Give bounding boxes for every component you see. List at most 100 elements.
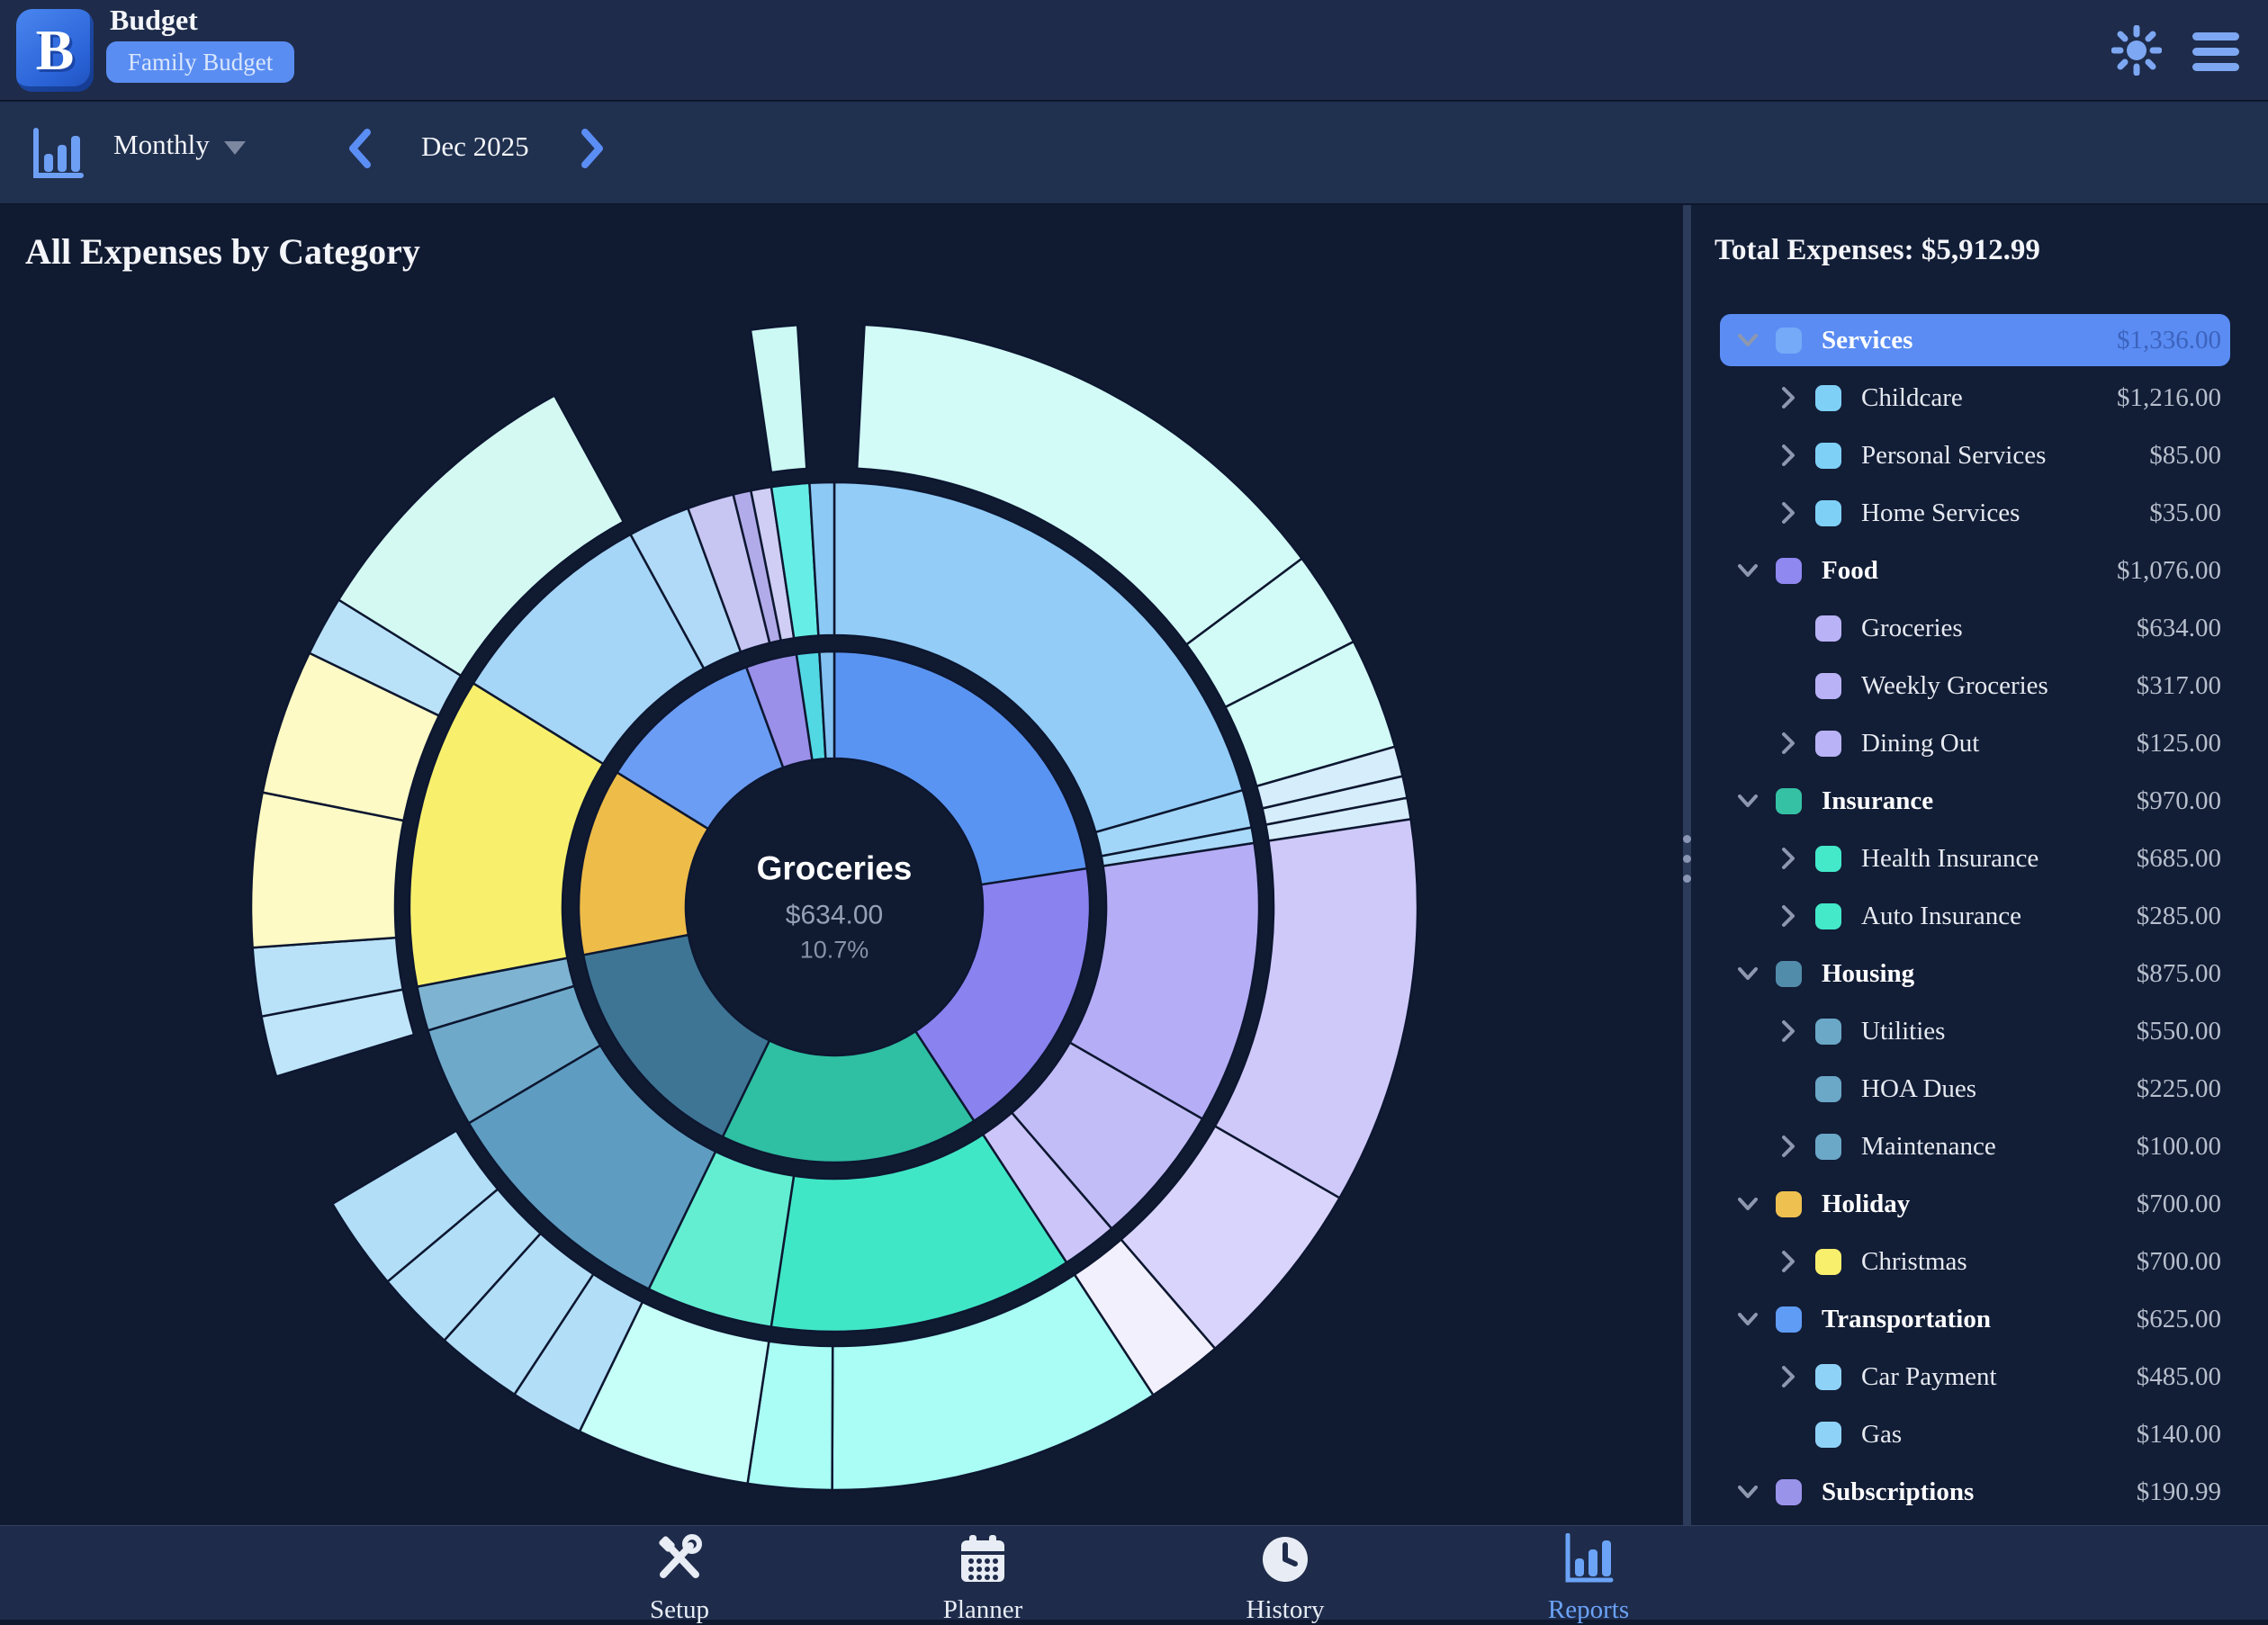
category-row[interactable]: Personal Services $85.00 <box>1691 426 2268 484</box>
category-value: $685.00 <box>2136 843 2221 873</box>
budget-name-badge[interactable]: Family Budget <box>106 41 295 83</box>
category-value: $140.00 <box>2136 1419 2221 1449</box>
category-row[interactable]: Services $1,336.00 <box>1691 311 2268 369</box>
color-swatch <box>1815 902 1841 929</box>
category-label: Gas <box>1861 1419 1903 1449</box>
chevron-down-icon[interactable] <box>1734 1190 1761 1217</box>
category-row[interactable]: Home Services $35.00 <box>1691 484 2268 542</box>
prev-period-button[interactable] <box>342 125 378 175</box>
chevron-down-icon[interactable] <box>1734 557 1761 584</box>
category-row[interactable]: Gas $140.00 <box>1691 1405 2268 1463</box>
category-label: Subscriptions <box>1822 1477 1975 1506</box>
chevron-right-icon[interactable] <box>1774 845 1801 872</box>
chevron-right-icon[interactable] <box>1774 902 1801 929</box>
color-swatch <box>1815 1018 1841 1045</box>
sunburst-segment[interactable] <box>749 323 808 474</box>
view-mode-dropdown[interactable]: Monthly <box>113 129 246 161</box>
chevron-down-icon[interactable] <box>1734 960 1761 987</box>
category-label: Home Services <box>1861 498 2020 527</box>
chevron-down-icon[interactable] <box>1734 1306 1761 1333</box>
category-row[interactable]: Food $1,076.00 <box>1691 542 2268 599</box>
category-value: $100.00 <box>2136 1131 2221 1161</box>
chevron-down-icon[interactable] <box>1734 1478 1761 1505</box>
total-expenses-label: Total Expenses: $5,912.99 <box>1714 234 2040 266</box>
nav-tab-setup[interactable]: Setup <box>544 1533 814 1625</box>
chevron-right-icon[interactable] <box>1774 499 1801 526</box>
category-value: $1,076.00 <box>2117 555 2221 585</box>
menu-button[interactable] <box>2192 25 2243 76</box>
app-header: B Budget Family Budget <box>0 0 2268 101</box>
color-swatch <box>1815 730 1841 757</box>
sunburst-hole <box>686 759 983 1055</box>
sunburst-segment[interactable] <box>832 650 1089 886</box>
category-row[interactable]: Car Payment $485.00 <box>1691 1348 2268 1405</box>
theme-toggle-button[interactable] <box>2110 24 2163 76</box>
category-label: Housing <box>1822 958 1915 988</box>
color-swatch <box>1776 327 1802 354</box>
category-row[interactable]: Auto Insurance $285.00 <box>1691 887 2268 945</box>
category-label: Services <box>1822 325 1913 355</box>
chart-panel: All Expenses by Category Groceries $634.… <box>0 205 1683 1525</box>
category-row[interactable]: Groceries $634.00 <box>1691 599 2268 657</box>
nav-tab-history[interactable]: History <box>1150 1533 1420 1625</box>
category-row[interactable]: Utilities $550.00 <box>1691 1002 2268 1060</box>
category-label: Childcare <box>1861 382 1963 412</box>
category-value: $970.00 <box>2136 786 2221 815</box>
category-label: Groceries <box>1861 613 1963 642</box>
category-row[interactable]: Maintenance $100.00 <box>1691 1118 2268 1175</box>
category-label: Dining Out <box>1861 728 1980 758</box>
category-row[interactable]: Subscriptions $190.99 <box>1691 1463 2268 1521</box>
color-swatch <box>1776 960 1802 987</box>
category-row[interactable]: Dining Out $125.00 <box>1691 714 2268 772</box>
sunburst-segment[interactable] <box>337 393 626 678</box>
category-row[interactable]: Holiday $700.00 <box>1691 1175 2268 1233</box>
chevron-right-icon[interactable] <box>1774 1363 1801 1390</box>
chevron-down-icon[interactable] <box>1734 327 1761 354</box>
category-row[interactable]: HOA Dues $225.00 <box>1691 1060 2268 1118</box>
category-value: $1,216.00 <box>2117 382 2221 412</box>
color-swatch <box>1776 1306 1802 1333</box>
panel-resize-handle[interactable] <box>1683 205 1691 1525</box>
chevron-spacer <box>1774 672 1801 699</box>
category-value: $190.99 <box>2136 1477 2221 1506</box>
chevron-right-icon <box>581 129 603 168</box>
category-row[interactable]: Housing $875.00 <box>1691 945 2268 1002</box>
color-swatch <box>1815 384 1841 411</box>
color-swatch <box>1815 442 1841 469</box>
category-value: $85.00 <box>2149 440 2221 470</box>
chevron-right-icon[interactable] <box>1774 442 1801 469</box>
chevron-down-icon <box>223 140 246 155</box>
category-label: Holiday <box>1822 1189 1911 1218</box>
nav-label: Planner <box>942 1595 1023 1624</box>
category-label: Maintenance <box>1861 1131 1996 1161</box>
sunburst-segment[interactable] <box>818 650 836 760</box>
category-value: $625.00 <box>2136 1304 2221 1333</box>
category-row[interactable]: Insurance $970.00 <box>1691 772 2268 830</box>
next-period-button[interactable] <box>574 125 610 175</box>
category-row[interactable]: Health Insurance $685.00 <box>1691 830 2268 887</box>
category-row[interactable]: Weekly Groceries $317.00 <box>1691 657 2268 714</box>
sunburst-segment[interactable] <box>832 480 1245 834</box>
sunburst-segment[interactable] <box>914 866 1092 1123</box>
chart-type-icon[interactable] <box>29 127 85 183</box>
chevron-right-icon[interactable] <box>1774 1018 1801 1045</box>
sunburst-chart[interactable] <box>0 205 1683 1525</box>
bottom-navigation: Setup Planner History Reports <box>0 1525 2268 1624</box>
category-value: $285.00 <box>2136 901 2221 930</box>
sunburst-segment[interactable] <box>330 1128 500 1284</box>
chevron-down-icon[interactable] <box>1734 787 1761 814</box>
category-row[interactable]: Transportation $625.00 <box>1691 1290 2268 1348</box>
sunburst-segment[interactable] <box>721 1029 976 1164</box>
chevron-right-icon[interactable] <box>1774 730 1801 757</box>
category-row[interactable]: Childcare $1,216.00 <box>1691 369 2268 426</box>
sunburst-segment[interactable] <box>808 480 836 637</box>
selected-row-highlight <box>1720 314 2230 366</box>
chevron-right-icon[interactable] <box>1774 1248 1801 1275</box>
category-value: $875.00 <box>2136 958 2221 988</box>
chevron-right-icon[interactable] <box>1774 384 1801 411</box>
chevron-right-icon[interactable] <box>1774 1133 1801 1160</box>
nav-tab-planner[interactable]: Planner <box>848 1533 1118 1625</box>
category-row[interactable]: Christmas $700.00 <box>1691 1233 2268 1290</box>
nav-tab-reports[interactable]: Reports <box>1454 1532 1724 1625</box>
nav-label: Reports <box>1547 1595 1630 1624</box>
